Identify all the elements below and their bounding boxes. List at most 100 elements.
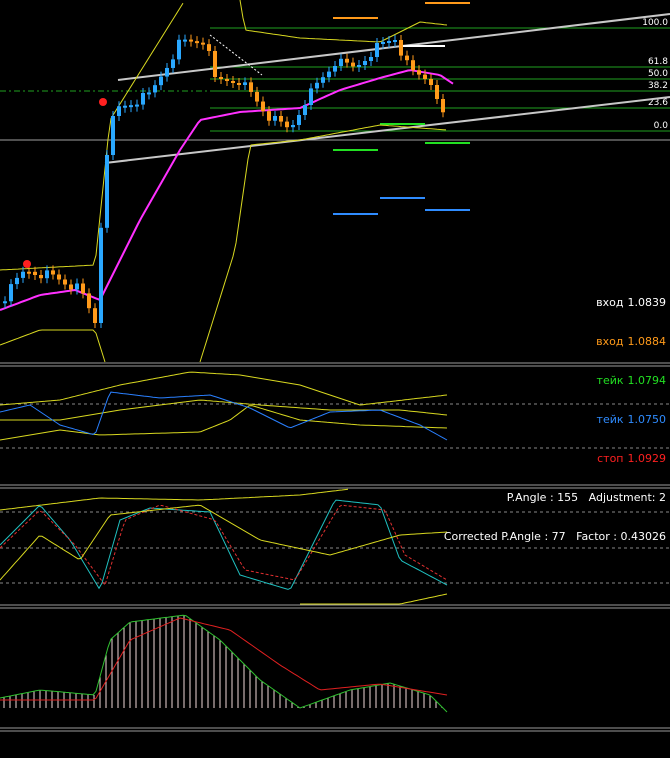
signal-line xyxy=(0,617,448,701)
candle-body xyxy=(213,51,217,77)
candle-body xyxy=(183,39,187,42)
signal-dot xyxy=(23,260,31,268)
candle-body xyxy=(291,125,295,128)
candle-body xyxy=(237,83,241,85)
candle-body xyxy=(195,41,199,44)
candle-body xyxy=(375,43,379,57)
candle-body xyxy=(15,277,19,285)
fib-label: 0.0 xyxy=(654,121,669,131)
candle-body xyxy=(81,283,85,294)
candle-body xyxy=(309,88,313,105)
candle-body xyxy=(9,284,13,302)
candle-body xyxy=(249,82,253,92)
candle-body xyxy=(225,79,229,81)
info-label: стоп xyxy=(597,452,624,465)
candle-body xyxy=(189,39,193,42)
fib-label: 38.2 xyxy=(648,81,668,91)
oscillator-line xyxy=(0,391,448,441)
candle-body xyxy=(159,76,163,86)
candle-body xyxy=(405,55,409,61)
candle-body xyxy=(417,70,421,75)
candle-body xyxy=(357,65,361,67)
candle-body xyxy=(279,116,283,122)
candle-body xyxy=(297,115,301,125)
candle-body xyxy=(33,271,37,275)
candle-body xyxy=(321,77,325,83)
candle-body xyxy=(105,155,109,228)
info-value: 1.0794 xyxy=(627,374,667,387)
candle-body xyxy=(57,274,61,280)
candle-body xyxy=(441,99,445,113)
candle-body xyxy=(429,79,433,85)
candle-body xyxy=(423,74,427,79)
candle-body xyxy=(147,92,151,95)
candle-body xyxy=(255,91,259,102)
candle-body xyxy=(201,42,205,45)
candle-body xyxy=(129,105,133,108)
info-value: 1.0839 xyxy=(627,296,667,309)
candle-body xyxy=(393,40,397,42)
candle-body xyxy=(273,116,277,121)
candle-body xyxy=(75,283,79,290)
stoch-main xyxy=(0,499,448,590)
bollinger-lower xyxy=(0,329,106,363)
candle-body xyxy=(21,271,25,278)
band-line xyxy=(0,488,349,511)
candle-body xyxy=(165,67,169,77)
candle-body xyxy=(267,111,271,121)
info-value: 1.0929 xyxy=(627,452,667,465)
fib-label: 61.8 xyxy=(648,57,668,67)
info-panel: вход 1.0839 вход 1.0884 тейк 1.0794 тейк 1.0… xyxy=(444,270,666,556)
candle-body xyxy=(231,81,235,83)
candle-body xyxy=(123,105,127,108)
candle-body xyxy=(243,82,247,85)
candle-body xyxy=(369,57,373,61)
candle-body xyxy=(363,61,367,65)
band-line xyxy=(0,504,448,581)
candle-body xyxy=(435,85,439,99)
info-row: вход 1.0839 xyxy=(444,296,666,309)
band-line xyxy=(300,593,448,605)
band-upper xyxy=(0,371,448,406)
info-label: вход xyxy=(596,296,624,309)
candle-body xyxy=(63,279,67,285)
candle-body xyxy=(387,41,391,43)
bollinger-upper xyxy=(239,0,448,43)
candle-body xyxy=(99,227,103,323)
candle-body xyxy=(87,293,91,309)
fib-label: 50.0 xyxy=(648,69,668,79)
channel-line xyxy=(104,96,670,164)
candle-body xyxy=(327,71,331,78)
candle-body xyxy=(261,101,265,112)
info-label: тейк xyxy=(596,374,624,387)
candle-body xyxy=(207,44,211,51)
fib-label: 100.0 xyxy=(642,18,668,28)
candle-body xyxy=(171,59,175,68)
candle-body xyxy=(399,40,403,56)
candle-body xyxy=(411,60,415,71)
bollinger-lower xyxy=(199,124,447,363)
candle-body xyxy=(141,93,145,105)
band-lower xyxy=(0,405,448,441)
info-row: стоп 1.0929 xyxy=(444,452,666,465)
dotted-diagonal xyxy=(209,34,263,76)
candle-body xyxy=(351,62,355,67)
candle-body xyxy=(45,270,49,279)
candle-body xyxy=(3,301,7,304)
info-row: тейк 1.0750 xyxy=(444,413,666,426)
info-row: вход 1.0884 xyxy=(444,335,666,348)
candle-body xyxy=(39,275,43,279)
candle-body xyxy=(153,85,157,93)
info-value: 1.0750 xyxy=(627,413,667,426)
moving-average xyxy=(0,69,454,311)
candle-body xyxy=(93,308,97,323)
info-row: тейк 1.0794 xyxy=(444,374,666,387)
channel-line xyxy=(117,13,670,81)
candle-body xyxy=(219,77,223,79)
fib-label: 23.6 xyxy=(648,98,668,108)
candle-body xyxy=(111,116,115,155)
corrected-line: Corrected P.Angle : 77 Factor : 0.43026 xyxy=(443,530,666,543)
stoch-signal xyxy=(0,504,448,587)
